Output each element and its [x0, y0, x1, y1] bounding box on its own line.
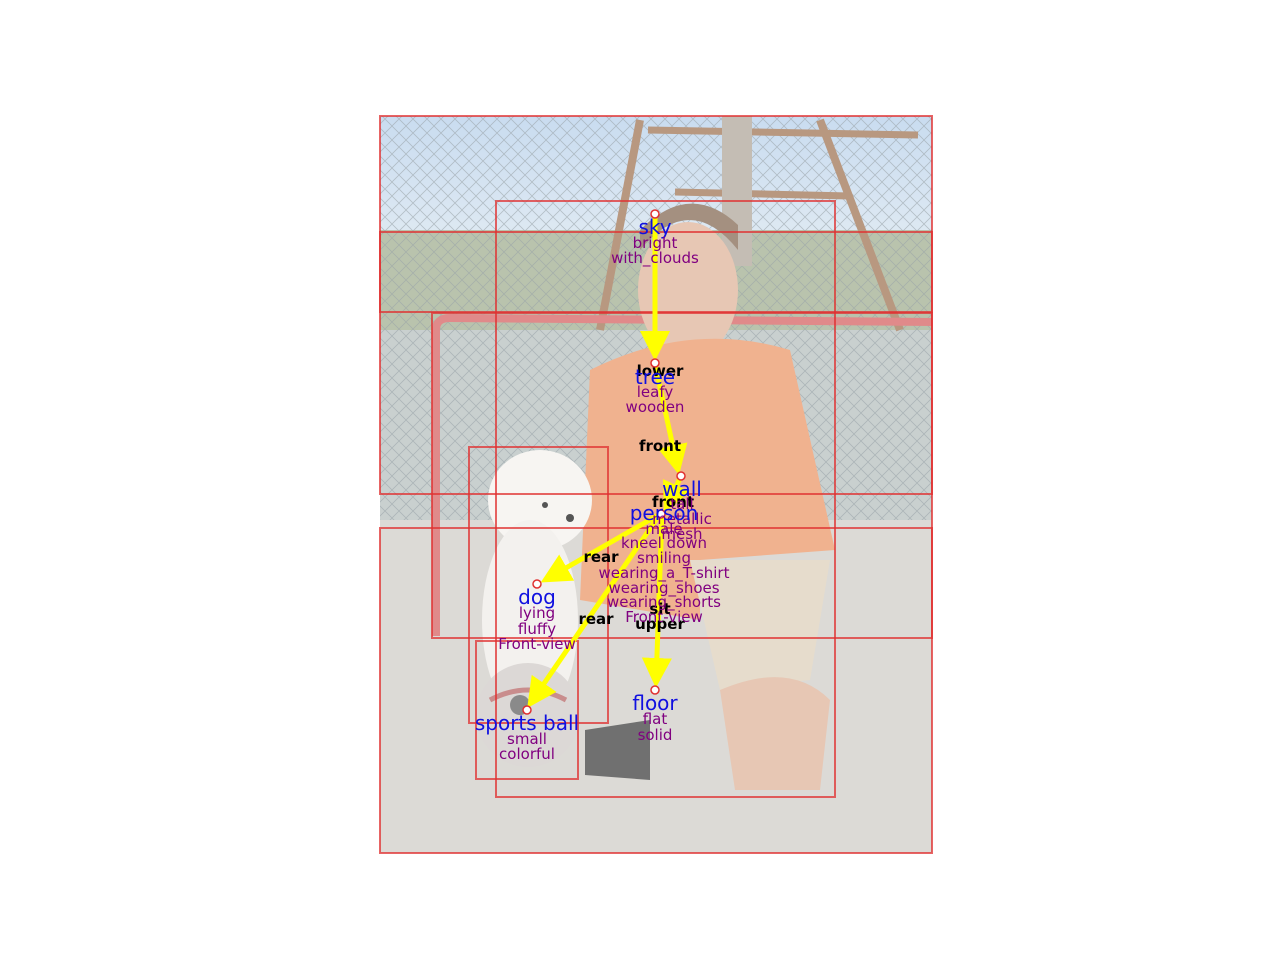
object-attribute: male	[645, 520, 682, 538]
object-attribute: solid	[638, 726, 673, 744]
edge-person-floor	[641, 513, 672, 688]
object-labels: sky bright with_clouds tree leafy wooden…	[475, 215, 730, 763]
relation-label: rear	[578, 610, 614, 628]
object-label-dog: dog lying fluffy Front-view	[498, 585, 576, 653]
node-tree	[650, 358, 660, 368]
relation-label: upper	[635, 615, 685, 633]
object-name: person	[630, 501, 699, 525]
bbox-person	[495, 200, 836, 798]
object-label-person: person male kneel down smiling wearing_a…	[599, 501, 730, 626]
object-attribute: lying	[519, 604, 555, 622]
relation-labels: lower front front rear rear sit upper	[578, 362, 694, 633]
relation-label: lower	[637, 362, 684, 380]
bbox-sports-ball	[475, 640, 579, 780]
node-wall	[676, 471, 686, 481]
object-label-sky: sky bright with_clouds	[611, 215, 699, 268]
node-sky	[650, 209, 660, 219]
relation-label: front	[639, 437, 681, 455]
object-name: sky	[638, 215, 671, 239]
edge-tree-wall	[652, 363, 688, 475]
edge-person-dog	[540, 511, 662, 583]
object-attribute: metallic	[652, 510, 712, 528]
node-floor	[650, 685, 660, 695]
object-attribute: fluffy	[518, 620, 556, 638]
object-label-wall: wall tall metallic mesh	[652, 477, 712, 543]
object-name: dog	[518, 585, 556, 609]
object-attribute: wearing_shoes	[608, 579, 719, 598]
node-person	[656, 509, 666, 519]
node-markers	[522, 209, 686, 715]
object-attribute: bright	[633, 234, 678, 252]
relation-label: rear	[583, 548, 619, 566]
object-name: sports ball	[475, 711, 579, 735]
object-label-tree: tree leafy wooden	[626, 365, 685, 416]
bbox-floor	[379, 527, 933, 854]
object-attribute: mesh	[661, 525, 702, 543]
object-attribute: wearing_a_T-shirt	[599, 564, 730, 583]
relation-edges	[527, 214, 691, 709]
object-name: wall	[662, 477, 702, 501]
object-attribute: Front-view	[498, 635, 576, 653]
node-dog	[532, 579, 542, 589]
object-attribute: colorful	[499, 745, 555, 763]
object-attribute: small	[507, 730, 547, 748]
object-attribute: kneel down	[621, 534, 707, 552]
object-attribute: with_clouds	[611, 249, 699, 268]
object-attribute: flat	[643, 710, 668, 728]
object-attribute: wooden	[626, 398, 685, 416]
relation-label: front	[652, 493, 694, 511]
object-attribute: smiling	[637, 549, 691, 567]
object-name: floor	[632, 691, 678, 715]
object-label-sports-ball: sports ball small colorful	[475, 711, 579, 763]
edge-person-sports-ball	[527, 512, 663, 709]
edge-wall-person	[663, 474, 691, 513]
object-label-floor: floor flat solid	[632, 691, 678, 744]
object-attribute: tall	[670, 495, 693, 513]
object-name: tree	[635, 365, 675, 389]
object-attribute: leafy	[637, 383, 674, 401]
relation-label: sit	[649, 600, 670, 618]
bbox-dog	[468, 446, 609, 724]
node-sports-ball	[522, 705, 532, 715]
object-attribute: wearing_shorts	[607, 593, 721, 612]
bbox-wall	[431, 312, 933, 639]
object-attribute: Front-view	[625, 608, 703, 626]
